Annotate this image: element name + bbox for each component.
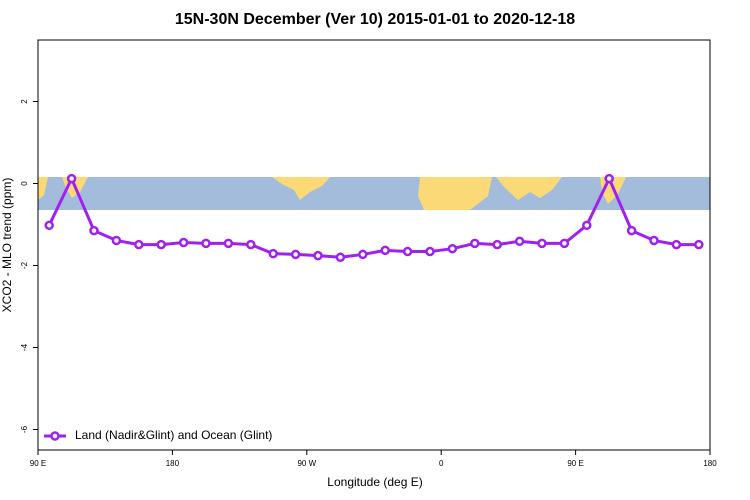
y-tick-label: -6 — [20, 425, 29, 433]
land — [272, 177, 330, 200]
land — [496, 177, 562, 200]
point — [559, 238, 570, 249]
legend-marker — [50, 431, 60, 441]
y-tick-label: -2 — [20, 261, 29, 269]
point — [492, 239, 502, 250]
x-tick-label: 90 W — [297, 459, 316, 468]
point — [66, 173, 77, 184]
point — [201, 238, 211, 249]
y-tick-label: 0 — [20, 181, 29, 186]
point — [268, 248, 278, 259]
point — [246, 239, 256, 250]
point — [111, 235, 122, 246]
point — [380, 245, 390, 256]
point — [335, 252, 346, 263]
land — [418, 177, 492, 210]
x-tick-label: 90 E — [30, 459, 46, 468]
point — [44, 220, 54, 231]
plot-frame — [37, 39, 711, 451]
point — [89, 225, 99, 236]
point — [425, 246, 435, 257]
x-tick-label: 90 E — [567, 459, 583, 468]
point — [604, 173, 614, 184]
point — [694, 239, 704, 250]
point — [178, 237, 189, 248]
x-axis-label: Longitude (deg E) — [327, 475, 422, 489]
chart-title: 15N-30N December (Ver 10) 2015-01-01 to … — [175, 11, 575, 28]
point — [313, 250, 323, 261]
x-tick-label: 180 — [166, 459, 180, 468]
legend-label: Land (Nadir&Glint) and Ocean (Glint) — [75, 428, 272, 442]
land — [38, 177, 48, 200]
point — [470, 238, 480, 249]
y-axis-label: XCO2 - MLO trend (ppm) — [0, 178, 14, 313]
point — [402, 246, 413, 257]
point — [537, 238, 547, 249]
point — [582, 220, 592, 231]
x-tick-label: 0 — [439, 459, 444, 468]
point — [447, 243, 458, 254]
point — [358, 249, 368, 260]
x-tick-label: 180 — [703, 459, 717, 468]
point — [671, 239, 682, 250]
point — [290, 249, 301, 260]
point — [156, 239, 166, 250]
point — [134, 239, 144, 250]
point — [514, 236, 525, 247]
point — [626, 225, 637, 236]
y-tick-label: -4 — [20, 343, 29, 351]
point — [223, 238, 234, 249]
point — [649, 235, 659, 246]
y-tick-label: 2 — [20, 99, 29, 104]
